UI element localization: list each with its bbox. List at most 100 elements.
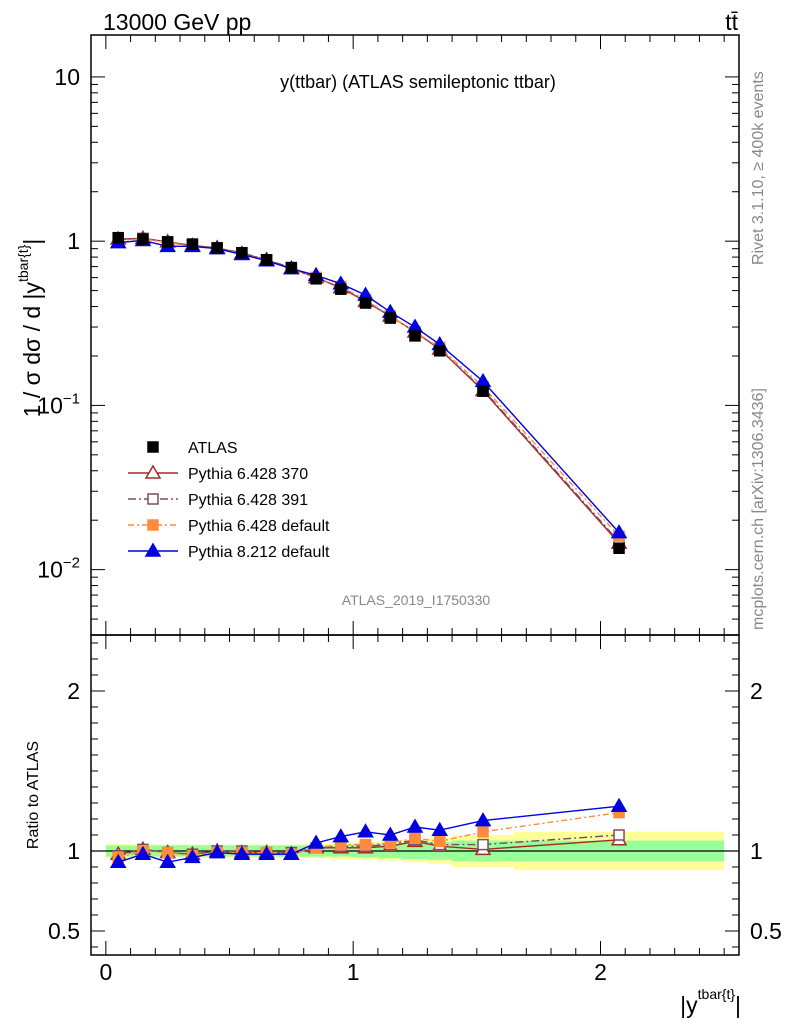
main-y-label-sup: tbar{t} <box>15 244 31 282</box>
x-tick-label: 1 <box>347 959 360 985</box>
main-point <box>433 345 446 357</box>
x-label-sup: tbar{t} <box>698 986 736 1002</box>
x-tick-label: 2 <box>594 959 607 985</box>
main-y-tick-base: 10 <box>54 64 80 90</box>
main-point <box>137 233 149 245</box>
main-y-label-tail: | <box>19 239 45 245</box>
main-y-tick-exp: −2 <box>63 555 80 572</box>
main-point <box>310 273 322 285</box>
ratio-y-tick-label-left: 1 <box>67 838 80 864</box>
main-series-group <box>109 229 628 554</box>
ratio-point <box>184 848 201 864</box>
ratio-point <box>477 826 489 838</box>
svg-text:|ytbar{t}|: |ytbar{t}| <box>680 986 741 1018</box>
main-point <box>474 372 492 388</box>
legend-label: Pythia 8.212 default <box>188 544 330 561</box>
main-y-tick-base: 10 <box>37 557 63 583</box>
ratio-point <box>610 797 628 812</box>
legend-label: Pythia 6.428 370 <box>188 466 308 483</box>
legend-marker <box>144 542 162 557</box>
main-point <box>613 542 625 554</box>
ratio-y-tick-label-right: 1 <box>750 838 763 864</box>
ratio-y-tick-label-right: 0.5 <box>750 918 782 944</box>
mcplots-label: mcplots.cern.ch [arXiv:1306.3436] <box>750 388 767 630</box>
main-y-tick-label: 10 <box>54 64 80 90</box>
legend-marker <box>147 441 159 453</box>
main-point <box>186 238 199 250</box>
x-tick-label: 0 <box>99 959 112 985</box>
ratio-point <box>477 838 489 851</box>
ratio-series-line <box>117 805 620 863</box>
main-point <box>112 231 124 244</box>
svg-text:1 / σ dσ / d |ytbar{t}|: 1 / σ dσ / d |ytbar{t}| <box>15 239 45 418</box>
ratio-point <box>433 835 446 848</box>
ratio-point <box>283 845 300 860</box>
legend-label: Pythia 6.428 default <box>188 518 330 535</box>
main-y-tick-exp: −1 <box>63 390 80 407</box>
process-label: tt̄ <box>725 9 738 35</box>
ratio-frame <box>90 634 740 956</box>
main-panel: y(ttbar) (ATLAS semileptonic ttbar) 1011… <box>15 34 740 636</box>
legend-label: Pythia 6.428 391 <box>188 492 308 509</box>
ratio-point <box>332 828 350 843</box>
main-point <box>161 236 174 248</box>
ratio-series-line <box>118 811 620 859</box>
legend: ATLAS Pythia 6.428 370 Pythia 6.428 391 Pyt… <box>128 440 330 561</box>
ratio-series-3 <box>109 797 628 868</box>
ratio-series-group <box>109 797 628 868</box>
main-y-tick-label: 1 <box>67 228 80 254</box>
main-point <box>610 524 628 539</box>
main-point <box>260 254 273 266</box>
energy-label: 13000 GeV pp <box>103 9 251 35</box>
ratio-point <box>109 853 127 868</box>
ratio-point <box>134 845 152 860</box>
main-y-tick-label: 10−1 <box>37 390 80 418</box>
legend-marker <box>144 464 162 479</box>
main-y-tick-base: 1 <box>67 228 80 254</box>
legend-label: ATLAS <box>188 440 238 457</box>
ratio-point <box>381 826 399 841</box>
ratio-panel: 0.5 0.5 1 1 2 2 0 1 2 Ratio to ATLAS |ytbar{t}| <box>25 634 782 1018</box>
ratio-point <box>406 818 424 833</box>
main-point <box>211 242 223 254</box>
main-point <box>359 297 372 309</box>
x-axis-label: |ytbar{t}| <box>680 986 741 1018</box>
ratio-point <box>474 812 492 827</box>
main-point <box>335 283 347 295</box>
ratio-y-tick-label-left: 2 <box>67 678 80 704</box>
main-point <box>285 261 298 274</box>
ratio-tick-labels: 0.5 0.5 1 1 2 2 0 1 2 <box>48 678 782 985</box>
ratio-point <box>159 853 176 868</box>
x-label-text: |y <box>680 992 698 1018</box>
legend-marker <box>147 493 159 505</box>
ratio-point <box>409 832 421 844</box>
ratio-point <box>357 823 374 838</box>
main-y-axis-label: 1 / σ dσ / d |ytbar{t}| <box>15 239 45 418</box>
ratio-point <box>208 844 226 859</box>
main-point <box>409 330 421 342</box>
ratio-series-line <box>118 834 620 857</box>
ratio-point <box>307 834 325 849</box>
watermark: ATLAS_2019_I1750330 <box>342 592 491 608</box>
ratio-axis-ticks <box>91 635 739 955</box>
main-y-tick-base: 10 <box>37 392 63 418</box>
ratio-y-tick-label-left: 0.5 <box>48 918 80 944</box>
ratio-point <box>431 821 449 836</box>
main-series-0 <box>112 231 625 554</box>
rivet-label: Rivet 3.1.10, ≥ 400k events <box>750 71 767 265</box>
main-y-tick-label: 10−2 <box>37 555 80 583</box>
legend-marker <box>147 519 159 531</box>
ratio-point <box>233 845 251 860</box>
x-label-tail: | <box>735 992 741 1018</box>
ratio-point <box>258 845 275 860</box>
ratio-point <box>613 829 625 841</box>
main-point <box>236 247 248 259</box>
main-axis-ticks <box>91 35 739 636</box>
ratio-y-tick-label-right: 2 <box>750 678 763 704</box>
main-y-label-text: 1 / σ dσ / d |y <box>19 282 45 418</box>
main-point <box>384 312 397 324</box>
main-title: y(ttbar) (ATLAS semileptonic ttbar) <box>280 72 556 92</box>
ratio-y-axis-label: Ratio to ATLAS <box>25 741 42 849</box>
